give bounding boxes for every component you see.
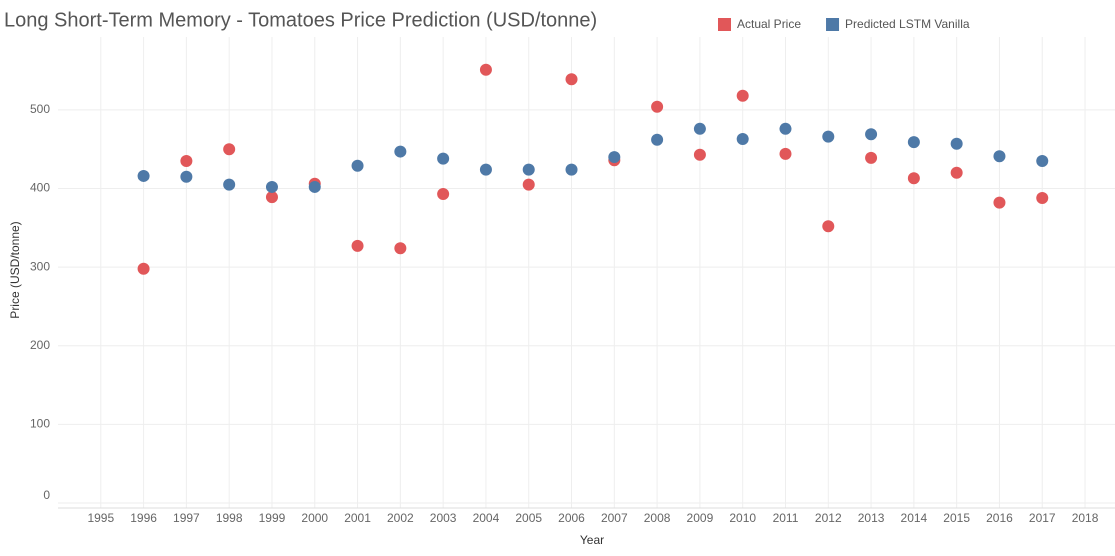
data-point (522, 178, 535, 191)
data-point (950, 137, 963, 150)
legend-swatch (826, 18, 840, 31)
data-point (565, 163, 578, 176)
x-tick-label: 2011 (773, 511, 799, 525)
data-point (180, 170, 193, 183)
y-tick-label: 0 (43, 488, 50, 502)
data-point (608, 151, 621, 164)
data-point (180, 155, 193, 167)
data-point (779, 122, 792, 135)
data-point (394, 242, 407, 255)
x-tick-label: 2015 (943, 511, 970, 525)
data-point (437, 188, 450, 201)
data-point (223, 178, 236, 191)
x-tick-label: 2010 (729, 511, 756, 525)
x-tick-label: 2017 (1029, 511, 1056, 525)
x-tick-label: 2018 (1072, 511, 1099, 525)
chart-title: Long Short-Term Memory - Tomatoes Price … (4, 9, 597, 31)
data-point (437, 152, 450, 165)
x-tick-label: 2005 (515, 511, 542, 525)
data-point (308, 180, 321, 193)
data-point (522, 163, 535, 176)
data-point (565, 73, 578, 86)
data-point (736, 89, 749, 102)
data-point (693, 148, 706, 161)
data-point (651, 133, 664, 146)
data-point (265, 180, 278, 193)
data-point (779, 147, 792, 160)
data-point (865, 151, 878, 164)
x-tick-label: 2009 (687, 511, 714, 525)
x-tick-label: 2004 (473, 511, 500, 525)
data-point (265, 191, 278, 204)
data-point (907, 172, 920, 185)
data-point (651, 100, 664, 113)
y-tick-label: 200 (30, 338, 50, 352)
x-tick-label: 2016 (986, 511, 1013, 525)
data-point (993, 196, 1006, 209)
data-point (993, 150, 1006, 163)
x-axis-label: Year (580, 533, 604, 547)
y-tick-label: 500 (30, 102, 50, 116)
data-point (736, 132, 749, 145)
x-tick-label: 2007 (601, 511, 628, 525)
x-tick-label: 2003 (430, 511, 457, 525)
x-tick-label: 2002 (387, 511, 414, 525)
legend-label: Actual Price (737, 17, 801, 31)
x-tick-label: 2006 (558, 511, 585, 525)
y-tick-label: 100 (30, 417, 50, 431)
x-tick-label: 1996 (130, 511, 157, 525)
data-point (822, 130, 835, 143)
data-point (479, 63, 492, 76)
data-point (822, 220, 835, 233)
legend-label: Predicted LSTM Vanilla (845, 17, 970, 31)
data-point (865, 128, 878, 141)
data-point (479, 163, 492, 176)
x-tick-label: 1995 (87, 511, 114, 525)
x-tick-label: 1998 (216, 511, 243, 525)
data-point (394, 145, 407, 158)
x-tick-label: 1997 (173, 511, 200, 525)
x-tick-label: 2014 (901, 511, 928, 525)
y-tick-label: 400 (30, 181, 50, 195)
x-tick-label: 2000 (301, 511, 328, 525)
data-point (950, 166, 963, 179)
data-point (907, 136, 920, 149)
data-point (1036, 155, 1049, 167)
x-tick-label: 2012 (815, 511, 842, 525)
x-tick-label: 2013 (858, 511, 885, 525)
y-tick-label: 300 (30, 259, 50, 273)
data-point (137, 169, 150, 182)
x-tick-label: 2001 (344, 511, 371, 525)
data-point (137, 262, 150, 275)
y-axis-label: Price (USD/tonne) (8, 221, 22, 318)
legend-swatch (718, 18, 731, 31)
x-tick-label: 1999 (259, 511, 286, 525)
data-point (351, 239, 364, 252)
x-tick-label: 2008 (644, 511, 671, 525)
data-point (1036, 191, 1049, 204)
data-point (351, 159, 364, 172)
data-point (223, 143, 236, 156)
data-point (693, 122, 706, 135)
